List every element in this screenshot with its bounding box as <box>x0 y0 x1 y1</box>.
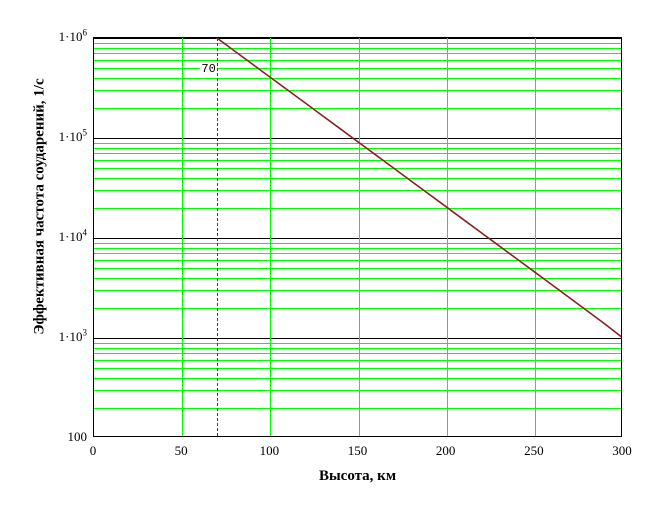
gridline-minor-h <box>94 153 621 154</box>
x-tick-label: 100 <box>259 443 280 458</box>
gridline-minor-h <box>94 68 621 69</box>
gridline-minor-h <box>94 408 621 409</box>
gridline-major-v <box>182 38 183 436</box>
gridline-major-h <box>94 238 621 239</box>
y-tick-label: 1·103 <box>58 327 87 344</box>
gridline-minor-h <box>94 90 621 91</box>
gridline-major-v <box>535 38 536 436</box>
gridline-minor-h <box>94 160 621 161</box>
x-axis-title: Высота, км <box>318 468 397 484</box>
x-tick-label: 200 <box>435 443 456 458</box>
gridline-minor-h <box>94 278 621 279</box>
gridline-minor-h <box>94 348 621 349</box>
x-tick-label: 50 <box>174 443 188 458</box>
gridline-minor-h <box>94 78 621 79</box>
gridline-minor-h <box>94 190 621 191</box>
x-tick-label: 150 <box>347 443 368 458</box>
gridline-minor-h <box>94 308 621 309</box>
gridline-minor-h <box>94 43 621 44</box>
gridline-minor-h <box>94 248 621 249</box>
gridline-minor-h <box>94 143 621 144</box>
gridline-minor-h <box>94 60 621 61</box>
gridline-major-h <box>94 338 621 339</box>
gridline-minor-h <box>94 48 621 49</box>
gridline-minor-h <box>94 108 621 109</box>
gridline-minor-h <box>94 290 621 291</box>
gridline-minor-h <box>94 378 621 379</box>
gridline-minor-h <box>94 360 621 361</box>
plot-area <box>93 37 622 437</box>
gridline-minor-h <box>94 353 621 354</box>
annotation-label-70: 70 <box>200 62 217 76</box>
gridline-minor-h <box>94 168 621 169</box>
annotation-line-70 <box>217 38 218 436</box>
y-axis-title: Эффективная частота соударений, 1/c <box>31 78 48 335</box>
gridline-minor-h <box>94 178 621 179</box>
gridline-minor-h <box>94 390 621 391</box>
gridline-minor-h <box>94 343 621 344</box>
data-series-line <box>216 38 621 338</box>
gridline-major-v <box>270 38 271 436</box>
gridline-major-v <box>447 38 448 436</box>
gridline-minor-h <box>94 148 621 149</box>
gridline-minor-h <box>94 253 621 254</box>
y-tick-label: 1·105 <box>58 127 87 144</box>
gridline-minor-h <box>94 368 621 369</box>
x-tick-label: 0 <box>89 443 97 458</box>
gridline-major-h <box>94 138 621 139</box>
gridline-minor-h <box>94 208 621 209</box>
gridline-minor-h <box>94 260 621 261</box>
gridline-minor-h <box>94 53 621 54</box>
x-tick-label: 300 <box>612 443 632 458</box>
gridline-major-h <box>94 38 621 39</box>
gridline-minor-h <box>94 268 621 269</box>
gridline-major-v <box>359 38 360 436</box>
y-tick-label: 1·104 <box>58 227 87 244</box>
y-tick-label: 1·106 <box>58 27 87 44</box>
y-tick-label: 100 <box>67 429 88 444</box>
x-tick-label: 250 <box>524 443 544 458</box>
gridline-minor-h <box>94 243 621 244</box>
